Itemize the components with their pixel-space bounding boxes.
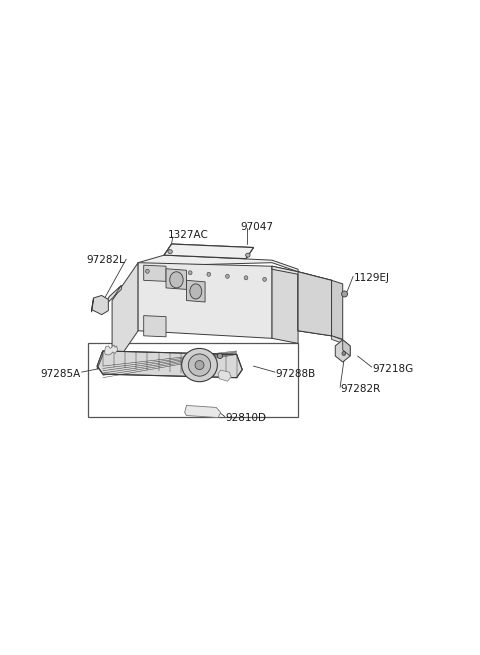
Polygon shape: [105, 345, 118, 355]
Polygon shape: [138, 263, 272, 339]
Text: 97285A: 97285A: [40, 369, 81, 379]
Polygon shape: [92, 295, 108, 314]
Polygon shape: [109, 286, 121, 301]
Text: 1129EJ: 1129EJ: [354, 273, 390, 283]
Polygon shape: [272, 266, 298, 343]
Text: 97282R: 97282R: [341, 384, 381, 394]
Ellipse shape: [190, 284, 202, 299]
Text: 97288B: 97288B: [276, 369, 316, 379]
Text: 97047: 97047: [240, 223, 274, 233]
Polygon shape: [332, 336, 343, 343]
Polygon shape: [186, 280, 205, 302]
Ellipse shape: [246, 253, 250, 257]
Ellipse shape: [195, 360, 204, 369]
Ellipse shape: [342, 352, 346, 356]
Polygon shape: [112, 263, 138, 369]
Polygon shape: [92, 298, 94, 312]
Text: 97282L: 97282L: [86, 255, 125, 265]
Polygon shape: [272, 266, 332, 283]
Polygon shape: [166, 269, 186, 290]
Polygon shape: [335, 340, 350, 362]
Ellipse shape: [244, 276, 248, 280]
Ellipse shape: [181, 348, 217, 382]
Bar: [88, 343, 298, 417]
Ellipse shape: [188, 271, 192, 275]
Polygon shape: [343, 340, 350, 356]
Polygon shape: [102, 297, 109, 312]
Polygon shape: [97, 351, 242, 378]
Ellipse shape: [145, 269, 149, 273]
Ellipse shape: [226, 274, 229, 278]
Ellipse shape: [263, 277, 266, 282]
Text: 1327AC: 1327AC: [168, 230, 209, 240]
Ellipse shape: [342, 291, 348, 297]
Ellipse shape: [170, 272, 183, 288]
Polygon shape: [185, 405, 221, 417]
Text: 92810D: 92810D: [226, 413, 266, 423]
Ellipse shape: [207, 272, 211, 276]
Polygon shape: [164, 244, 172, 257]
Polygon shape: [102, 286, 121, 308]
Ellipse shape: [168, 250, 172, 253]
Ellipse shape: [188, 354, 211, 376]
Polygon shape: [144, 316, 166, 337]
Polygon shape: [218, 370, 231, 381]
Polygon shape: [298, 272, 332, 336]
Ellipse shape: [217, 354, 223, 358]
Polygon shape: [164, 244, 253, 259]
Polygon shape: [97, 351, 103, 369]
Polygon shape: [332, 280, 343, 339]
Polygon shape: [164, 255, 246, 261]
Text: 97218G: 97218G: [372, 364, 414, 373]
Polygon shape: [138, 255, 298, 272]
Polygon shape: [144, 265, 166, 282]
